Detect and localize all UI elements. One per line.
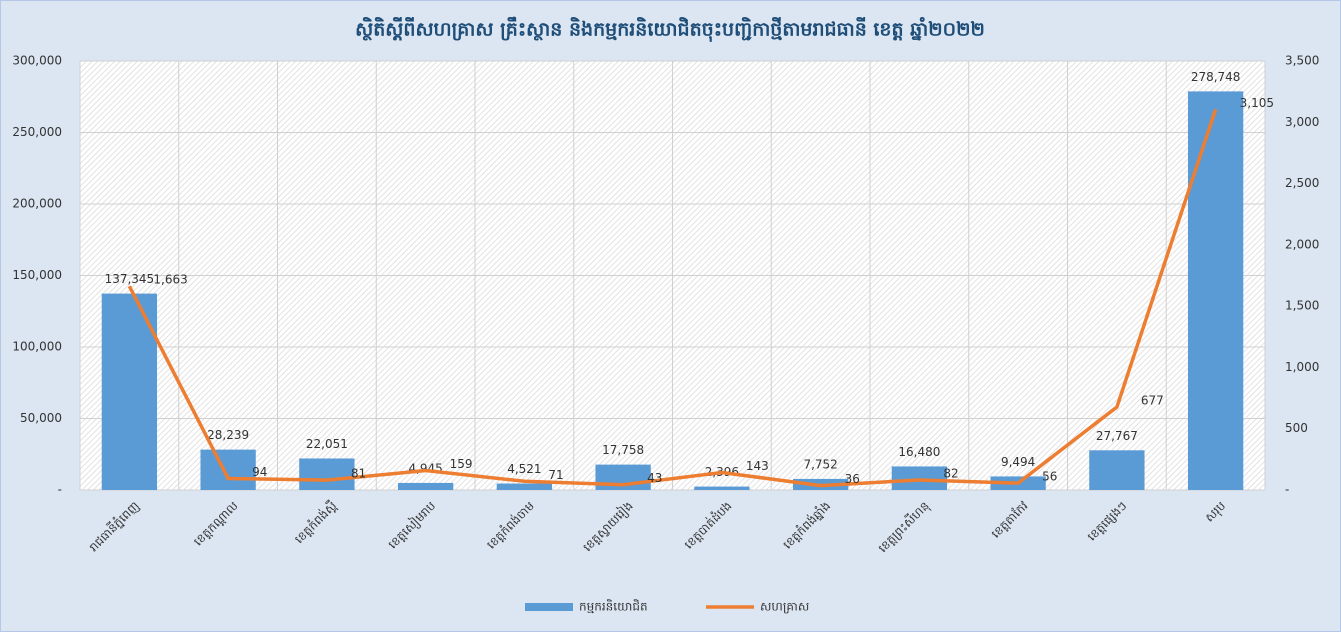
bar-value-label: 9,494 bbox=[1001, 455, 1035, 469]
y-tick-label: 300,000 bbox=[12, 54, 62, 68]
bar bbox=[496, 483, 553, 490]
bar-value-label: 27,767 bbox=[1096, 429, 1138, 443]
line bbox=[127, 108, 1218, 488]
line-value-label: 36 bbox=[845, 472, 860, 486]
y-tick-label: 50,000 bbox=[20, 411, 62, 425]
y2-tick-label: 3,000 bbox=[1285, 115, 1319, 129]
legend-label: សហគ្រាស bbox=[760, 600, 809, 614]
line-value-label: 56 bbox=[1042, 470, 1057, 484]
line-value-label: 677 bbox=[1141, 394, 1164, 408]
bar-value-label: 22,051 bbox=[306, 437, 348, 451]
bar-value-label: 16,480 bbox=[898, 445, 940, 459]
bar bbox=[1089, 450, 1145, 490]
y2-tick-label: 1,500 bbox=[1285, 299, 1319, 313]
line-value-label: 81 bbox=[351, 467, 366, 481]
y2-tick-label: 3,500 bbox=[1285, 54, 1319, 68]
line-value-label: 94 bbox=[252, 465, 267, 479]
bar-value-label: 28,239 bbox=[207, 428, 249, 442]
bar bbox=[1187, 91, 1244, 491]
y2-tick-label: 2,500 bbox=[1285, 176, 1319, 190]
bar-value-label: 4,521 bbox=[507, 462, 541, 476]
y-tick-label: 100,000 bbox=[12, 340, 62, 354]
bar-value-label: 278,748 bbox=[1191, 70, 1241, 84]
y-tick-label: 200,000 bbox=[12, 197, 62, 211]
y2-tick-label: 2,000 bbox=[1285, 237, 1319, 251]
y2-tick-label: 500 bbox=[1285, 421, 1308, 435]
line-value-label: 3,105 bbox=[1240, 96, 1274, 110]
legend-label: កម្មករនិយោជិត bbox=[579, 599, 648, 614]
line-value-label: 143 bbox=[746, 459, 769, 473]
y-tick-label: 250,000 bbox=[12, 125, 62, 139]
line-value-label: 71 bbox=[548, 468, 563, 482]
bar-value-label: 17,758 bbox=[602, 443, 644, 457]
y2-tick-label: 1,000 bbox=[1285, 360, 1319, 374]
line-value-label: 82 bbox=[943, 466, 958, 480]
bar bbox=[200, 449, 256, 490]
legend-swatch bbox=[525, 603, 573, 611]
line-value-label: 1,663 bbox=[153, 273, 187, 287]
y-tick-label: 150,000 bbox=[12, 268, 62, 282]
line-value-label: 159 bbox=[450, 457, 473, 471]
y-tick-label: - bbox=[58, 483, 62, 497]
bar bbox=[101, 293, 158, 490]
line-value-label: 43 bbox=[647, 471, 662, 485]
bar bbox=[694, 486, 750, 490]
chart-title: ស្ថិតិស្តីពីសហគ្រាស គ្រឹះស្ថាន និងកម្មករ… bbox=[355, 17, 985, 43]
y2-tick-label: - bbox=[1285, 483, 1289, 497]
bar-value-label: 137,345 bbox=[105, 272, 155, 286]
bar-value-label: 7,752 bbox=[803, 457, 837, 471]
bar bbox=[397, 482, 454, 490]
bar bbox=[299, 458, 355, 490]
